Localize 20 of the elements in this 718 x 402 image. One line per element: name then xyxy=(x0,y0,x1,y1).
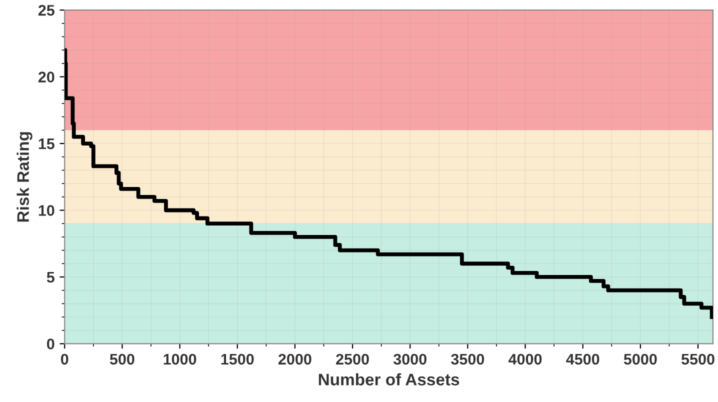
x-tick-label: 4500 xyxy=(566,354,600,365)
y-axis-title: Risk Rating xyxy=(16,132,32,222)
x-tick-label: 500 xyxy=(110,354,134,365)
x-tick-label: 4000 xyxy=(508,354,542,365)
y-tick-label: 25 xyxy=(38,4,54,16)
y-tick-label: 5 xyxy=(46,272,54,283)
x-axis-title: Number of Assets xyxy=(318,373,460,386)
x-tick-label: 2500 xyxy=(336,354,369,365)
x-tick-label: 2000 xyxy=(278,354,312,365)
x-tick-label: 3500 xyxy=(451,354,484,365)
x-tick-label: 1000 xyxy=(164,354,196,365)
x-tick-label: 3000 xyxy=(393,354,426,365)
y-tick-label: 15 xyxy=(38,138,54,150)
y-tick-label: 0 xyxy=(47,338,54,350)
y-tick-label: 10 xyxy=(38,205,54,216)
x-tick-label: 1500 xyxy=(221,354,254,365)
x-tick-label: 0 xyxy=(60,354,68,365)
y-tick-label: 20 xyxy=(38,72,54,82)
x-tick-label: 5500 xyxy=(681,354,714,365)
x-tick-label: 5000 xyxy=(624,354,657,365)
